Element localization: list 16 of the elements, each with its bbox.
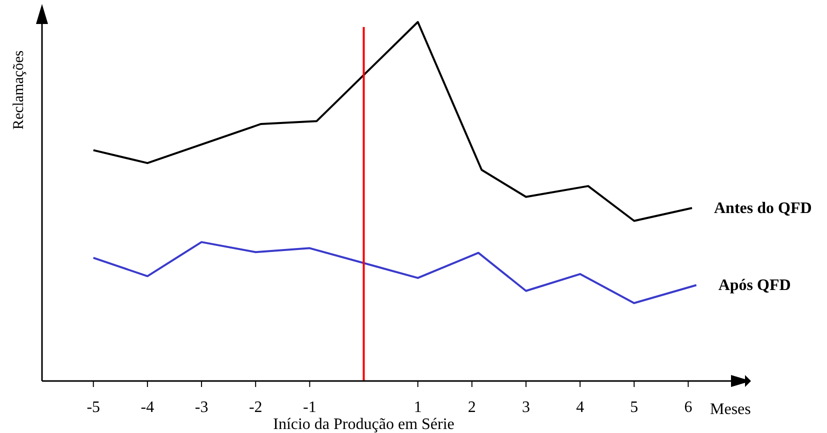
x-tick-label: 1 (414, 399, 422, 416)
x-tick-label: -1 (303, 399, 316, 416)
x-tick-label: -3 (194, 399, 208, 416)
ref-line-label: Início da Produção em Série (273, 416, 454, 433)
x-tick-label: -2 (248, 399, 262, 416)
x-tick-label: 4 (576, 399, 584, 416)
x-tick-label: 5 (630, 399, 638, 416)
x-axis-title: Meses (710, 401, 751, 418)
y-axis-title: Reclamações (11, 50, 27, 130)
x-tick-label: -5 (86, 399, 100, 416)
series-label: Após QFD (718, 277, 791, 294)
x-tick-label: 6 (684, 399, 692, 416)
x-tick-label: 3 (522, 399, 530, 416)
x-tick-label: 2 (468, 399, 476, 416)
series-label: Antes do QFD (714, 200, 812, 217)
x-tick-label: -4 (140, 399, 154, 416)
